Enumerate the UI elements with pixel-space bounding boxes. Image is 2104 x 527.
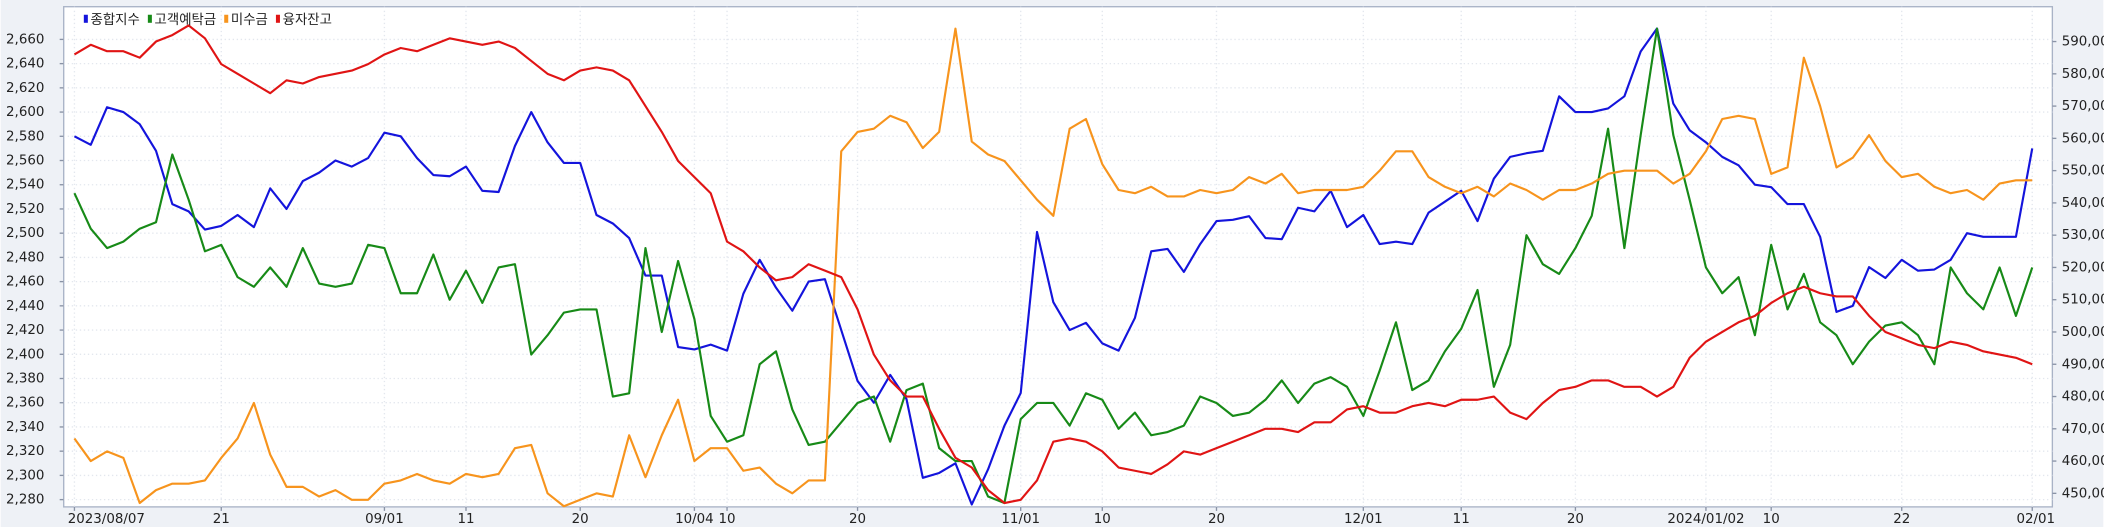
y-tick-label: 2,620	[6, 81, 44, 96]
x-tick-label: 21	[213, 512, 230, 527]
x-tick-label: 09/01	[365, 512, 404, 527]
y-tick-label: 2,660	[6, 32, 44, 47]
x-tick-label: 02/01	[2016, 512, 2055, 527]
x-tick-label: 2024/01/02	[1667, 512, 1744, 527]
legend-label: 미수금	[231, 12, 268, 28]
series-line	[73, 27, 2034, 506]
y2-tick-label: 490,000	[2062, 357, 2104, 372]
legend-label: 종합지수	[91, 12, 140, 28]
y-tick-label: 2,400	[6, 347, 44, 362]
y-tick-label: 2,360	[6, 396, 44, 411]
y-tick-label: 2,420	[6, 323, 44, 338]
y-tick-label: 2,480	[6, 250, 44, 265]
x-tick-label: 20	[1567, 512, 1584, 527]
y2-tick-label: 570,000	[2062, 99, 2104, 114]
y2-tick-label: 470,000	[2062, 422, 2104, 437]
y2-tick-label: 520,000	[2062, 260, 2104, 275]
y-tick-label: 2,340	[6, 420, 44, 435]
legend-swatch	[224, 14, 229, 23]
y2-tick-label: 580,000	[2062, 67, 2104, 82]
y2-tick-label: 560,000	[2062, 131, 2104, 146]
y-tick-label: 2,640	[6, 57, 44, 72]
x-tick-label: 10	[1763, 512, 1780, 527]
y-tick-label: 2,540	[6, 178, 44, 193]
x-tick-label: 10/04	[675, 512, 714, 527]
y2-tick-label: 480,000	[2062, 390, 2104, 405]
x-tick-label: 20	[572, 512, 589, 527]
y-tick-label: 2,300	[6, 468, 44, 483]
x-tick-label: 11	[1453, 512, 1470, 527]
series-line	[73, 27, 2033, 508]
legend-swatch	[83, 14, 88, 23]
x-tick-label: 20	[1208, 512, 1225, 527]
x-tick-label: 12/01	[1344, 512, 1383, 527]
y2-tick-label: 590,000	[2062, 35, 2104, 50]
y2-tick-label: 550,000	[2062, 164, 2104, 179]
legend-label: 고객예탁금	[155, 12, 217, 28]
y2-tick-label: 500,000	[2062, 325, 2104, 340]
y2-tick-label: 450,000	[2062, 486, 2104, 501]
y2-tick-label: 510,000	[2062, 293, 2104, 308]
y-tick-label: 2,280	[6, 493, 44, 508]
y-tick-label: 2,440	[6, 299, 44, 314]
y2-tick-label: 540,000	[2062, 196, 2104, 211]
y-tick-label: 2,460	[6, 275, 44, 290]
x-tick-label: 11	[457, 512, 474, 527]
legend-label: 융자잔고	[283, 12, 332, 28]
y-tick-label: 2,380	[6, 372, 44, 387]
legend-swatch	[147, 14, 152, 23]
x-tick-label: 22	[1893, 512, 1910, 527]
y-tick-label: 2,500	[6, 226, 44, 241]
y-tick-label: 2,320	[6, 444, 44, 459]
y2-tick-label: 460,000	[2062, 454, 2104, 469]
y-tick-label: 2,580	[6, 129, 44, 144]
y-tick-label: 2,520	[6, 202, 44, 217]
y-tick-label: 2,560	[6, 154, 44, 169]
x-tick-label: 10	[719, 512, 736, 527]
y2-tick-label: 530,000	[2062, 228, 2104, 243]
x-tick-label: 11/01	[1001, 512, 1040, 527]
x-tick-label: 10	[1094, 512, 1111, 527]
x-tick-label: 2023/08/07	[68, 512, 145, 527]
legend-swatch	[275, 14, 280, 23]
x-tick-label: 20	[849, 512, 866, 527]
series-line	[73, 24, 2033, 505]
series-line	[73, 27, 2034, 505]
y-tick-label: 2,600	[6, 105, 44, 120]
